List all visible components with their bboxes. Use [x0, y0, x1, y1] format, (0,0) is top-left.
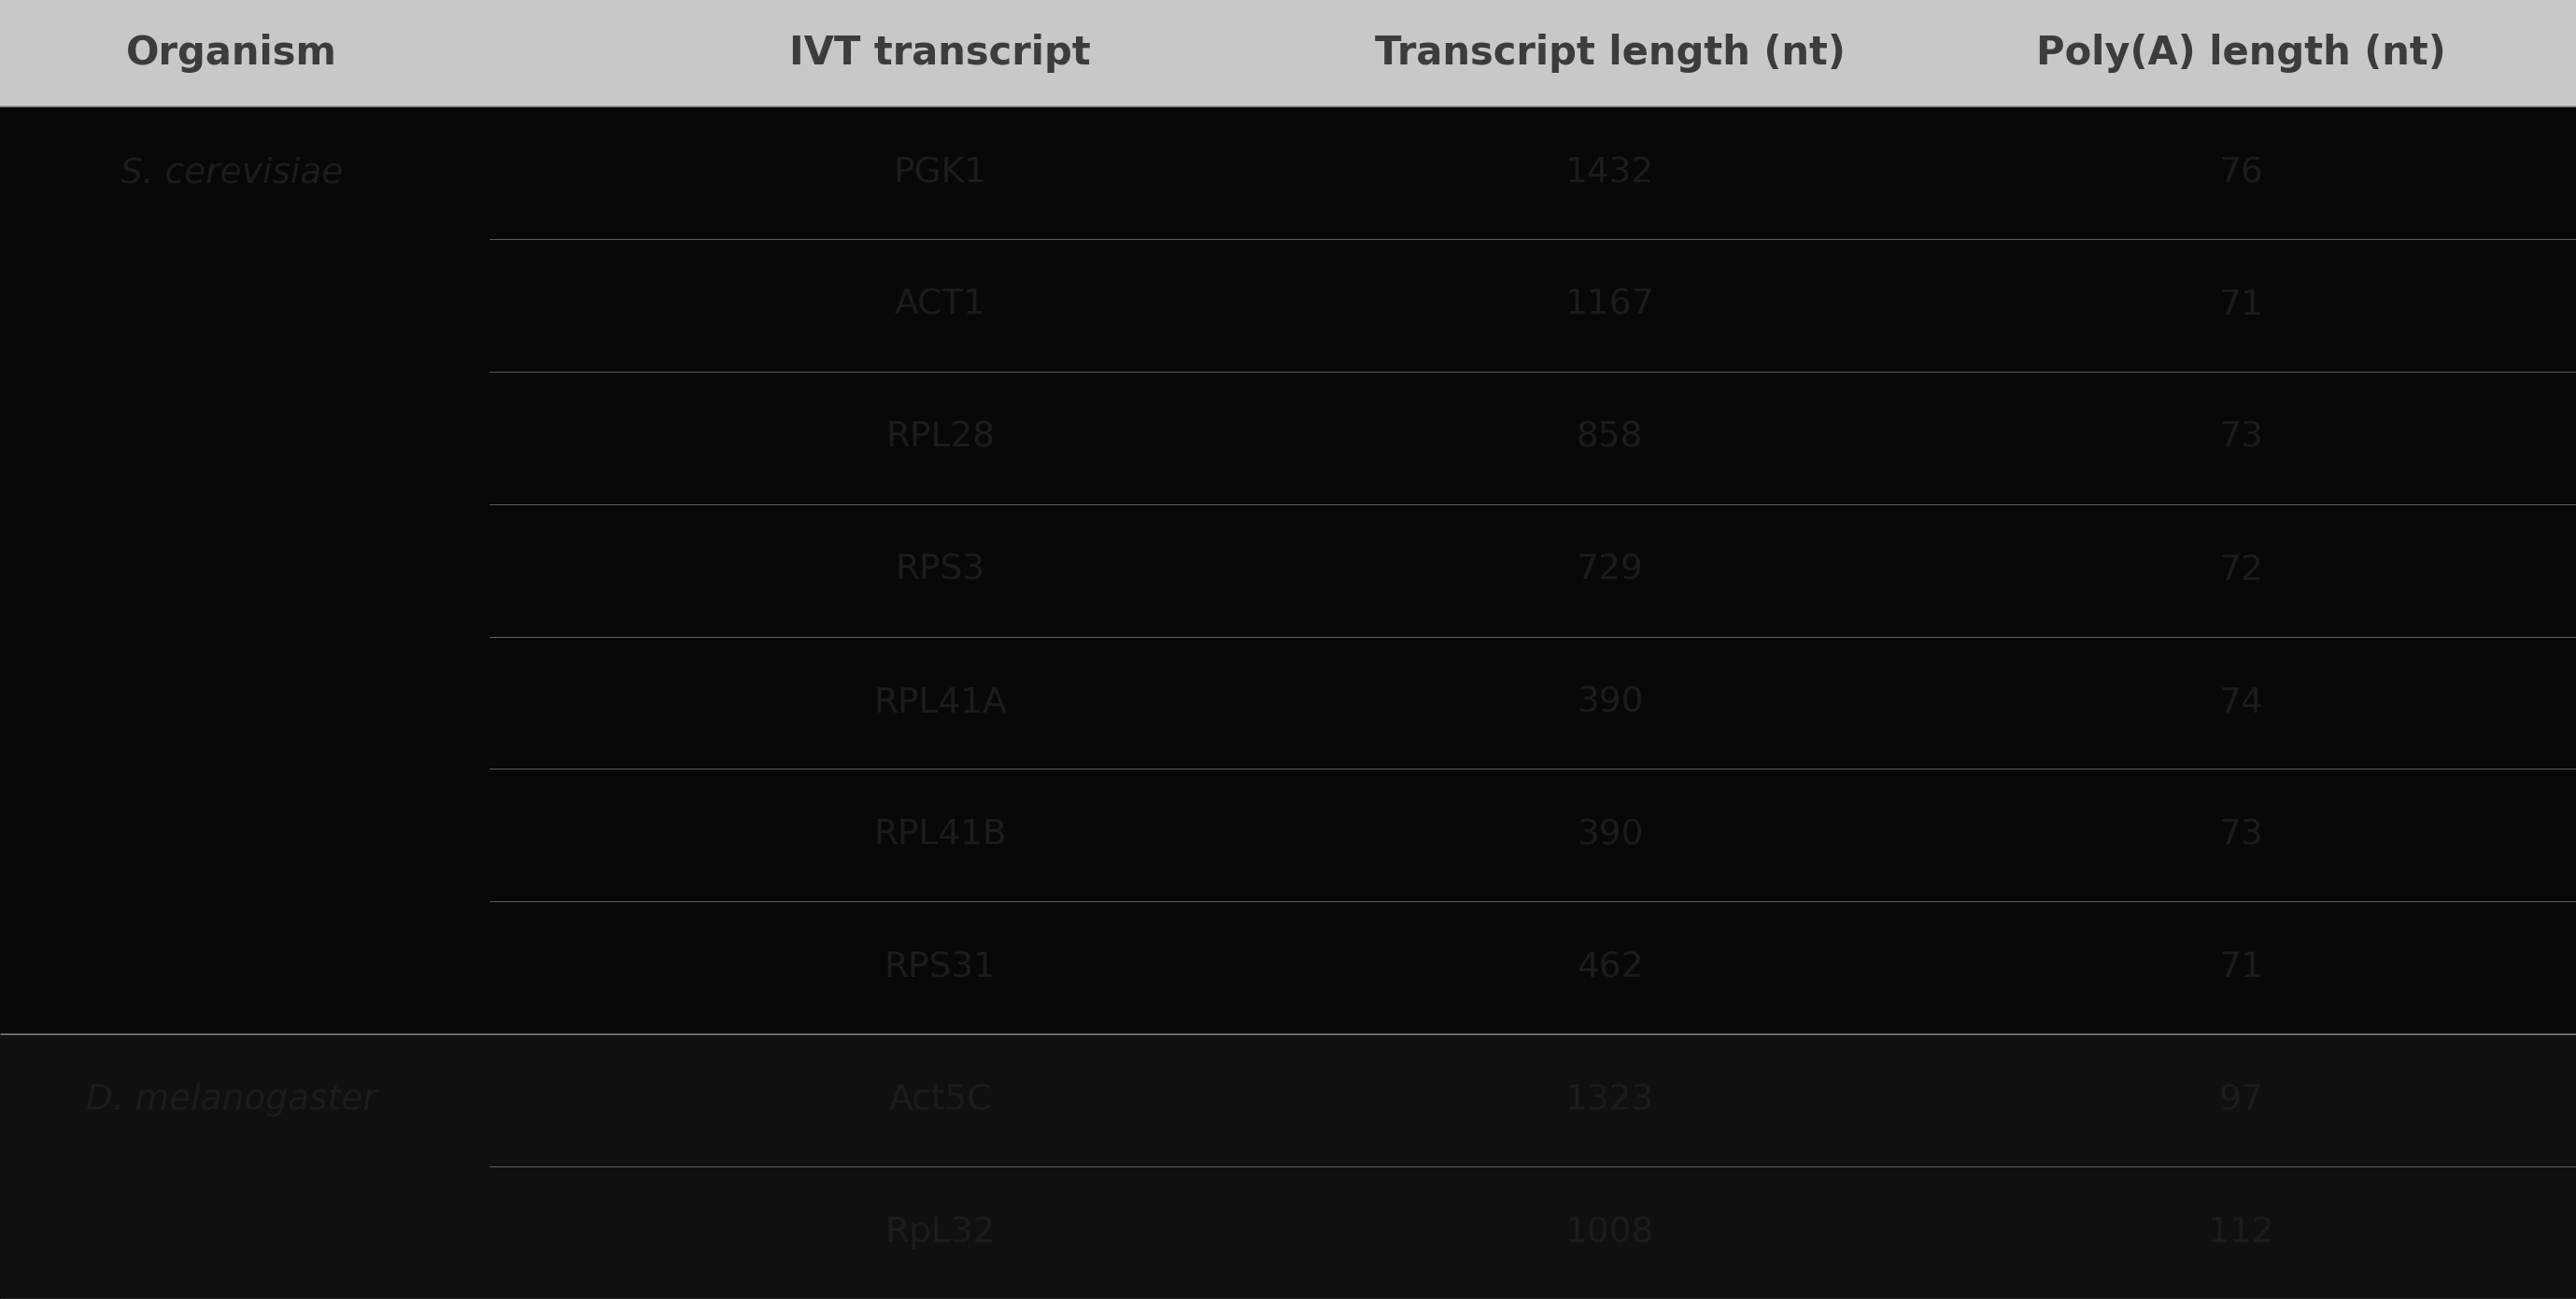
Bar	[0, 1034, 2576, 1167]
Bar	[0, 0, 2576, 107]
Text: 390: 390	[1577, 686, 1643, 720]
Text: Act5C: Act5C	[889, 1083, 992, 1117]
Text: 97: 97	[2218, 1083, 2264, 1117]
Bar	[0, 637, 2576, 769]
Bar	[0, 769, 2576, 902]
Text: 112: 112	[2208, 1216, 2275, 1250]
Text: 1323: 1323	[1566, 1083, 1654, 1117]
Text: IVT transcript: IVT transcript	[788, 34, 1092, 73]
Bar	[0, 372, 2576, 504]
Text: S. cerevisiae: S. cerevisiae	[121, 156, 343, 190]
Text: 858: 858	[1577, 421, 1643, 455]
Text: RpL32: RpL32	[886, 1216, 994, 1250]
Text: RPL41A: RPL41A	[873, 686, 1007, 720]
Text: 390: 390	[1577, 818, 1643, 852]
Text: 71: 71	[2218, 951, 2264, 985]
Text: 1167: 1167	[1566, 288, 1654, 322]
Text: 73: 73	[2218, 818, 2264, 852]
Text: RPS3: RPS3	[896, 553, 984, 587]
Text: 71: 71	[2218, 288, 2264, 322]
Bar	[0, 504, 2576, 637]
Text: 1432: 1432	[1566, 156, 1654, 190]
Text: 462: 462	[1577, 951, 1643, 985]
Text: 74: 74	[2218, 686, 2264, 720]
Text: 729: 729	[1577, 553, 1643, 587]
Text: 76: 76	[2218, 156, 2264, 190]
Text: RPS31: RPS31	[884, 951, 997, 985]
Text: D. melanogaster: D. melanogaster	[85, 1083, 379, 1117]
Bar	[0, 107, 2576, 239]
Bar	[0, 1167, 2576, 1299]
Text: Transcript length (nt): Transcript length (nt)	[1376, 34, 1844, 73]
Text: ACT1: ACT1	[894, 288, 987, 322]
Bar	[0, 239, 2576, 372]
Text: 72: 72	[2218, 553, 2264, 587]
Text: 1008: 1008	[1566, 1216, 1654, 1250]
Text: RPL28: RPL28	[886, 421, 994, 455]
Text: 73: 73	[2218, 421, 2264, 455]
Bar	[0, 902, 2576, 1034]
Text: PGK1: PGK1	[894, 156, 987, 190]
Text: RPL41B: RPL41B	[873, 818, 1007, 852]
Text: Organism: Organism	[126, 34, 337, 73]
Text: Poly(A) length (nt): Poly(A) length (nt)	[2035, 34, 2447, 73]
